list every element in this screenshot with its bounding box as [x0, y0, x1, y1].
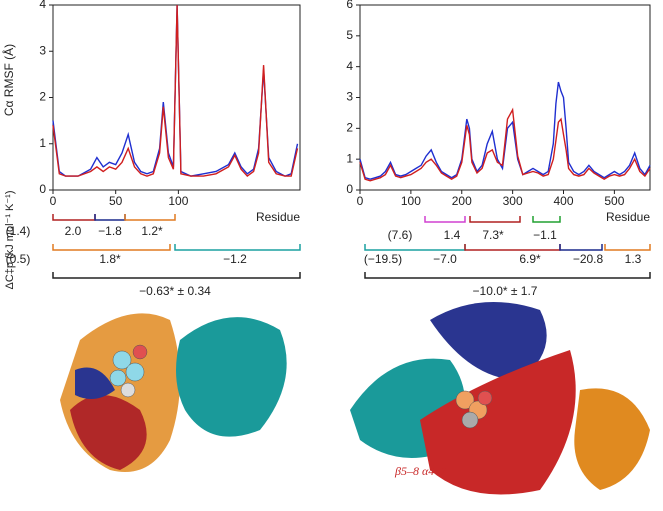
- x-tick-label: 300: [503, 194, 523, 208]
- x-tick-label: 400: [553, 194, 573, 208]
- x-tick-label: 0: [50, 194, 57, 208]
- bracket-label: 1.3: [625, 252, 642, 266]
- y-tick-label: 0: [39, 182, 46, 196]
- bracket-label: 1.8*: [99, 252, 121, 266]
- bracket-label: −7.0: [433, 252, 457, 266]
- y-tick-label: 1: [39, 136, 46, 150]
- plot-frame: [359, 4, 651, 191]
- x-tick-label: 100: [401, 194, 421, 208]
- y-tick-label: 0: [346, 182, 353, 196]
- x-tick-label: 200: [452, 194, 472, 208]
- bracket-label: (1.4): [6, 224, 31, 238]
- bracket-label: 1.4: [444, 228, 461, 242]
- y-tick-label: 6: [346, 0, 353, 11]
- x-tick-label: 0: [357, 194, 364, 208]
- y-axis-label: Cα RMSF (Å): [1, 44, 16, 116]
- structure-right: [350, 302, 650, 495]
- x-tick-label: 500: [604, 194, 624, 208]
- y-tick-label: 1: [346, 151, 353, 165]
- y-tick-label: 4: [39, 0, 46, 11]
- structure-label: β5–8 α4–7: [394, 464, 447, 478]
- bracket-label: −0.63* ± 0.34: [139, 284, 211, 298]
- side-label: ΔC‡p (kJ mol⁻¹ K⁻¹): [4, 190, 16, 289]
- y-tick-label: 3: [39, 43, 46, 57]
- y-tick-label: 2: [39, 90, 46, 104]
- x-tick-label: 100: [168, 194, 188, 208]
- x-axis-label: Residue: [256, 210, 300, 224]
- y-tick-label: 3: [346, 90, 353, 104]
- bracket-label: 2.0: [65, 224, 82, 238]
- bracket-label: −10.0* ± 1.7: [473, 284, 538, 298]
- x-axis-label: Residue: [606, 210, 650, 224]
- structure-left: [60, 313, 287, 472]
- bracket-label: 6.9*: [519, 252, 541, 266]
- x-tick-label: 50: [109, 194, 123, 208]
- y-tick-label: 4: [346, 59, 353, 73]
- bracket-label: (0.5): [6, 252, 31, 266]
- rmsf-line: [359, 81, 651, 180]
- y-tick-label: 5: [346, 28, 353, 42]
- y-tick-label: 2: [346, 121, 353, 135]
- rmsf-line: [52, 4, 299, 178]
- bracket-label: −1.1: [533, 228, 557, 242]
- bracket-label: 7.3*: [482, 228, 504, 242]
- bracket-label: −1.2: [223, 252, 247, 266]
- rmsf-line: [359, 107, 651, 182]
- bracket-label: −20.8: [573, 252, 604, 266]
- bracket-label: 1.2*: [141, 224, 163, 238]
- bracket-label: (7.6): [388, 228, 413, 242]
- bracket-label: (−19.5): [364, 252, 402, 266]
- bracket-label: −1.8: [98, 224, 122, 238]
- brackets: [52, 214, 651, 279]
